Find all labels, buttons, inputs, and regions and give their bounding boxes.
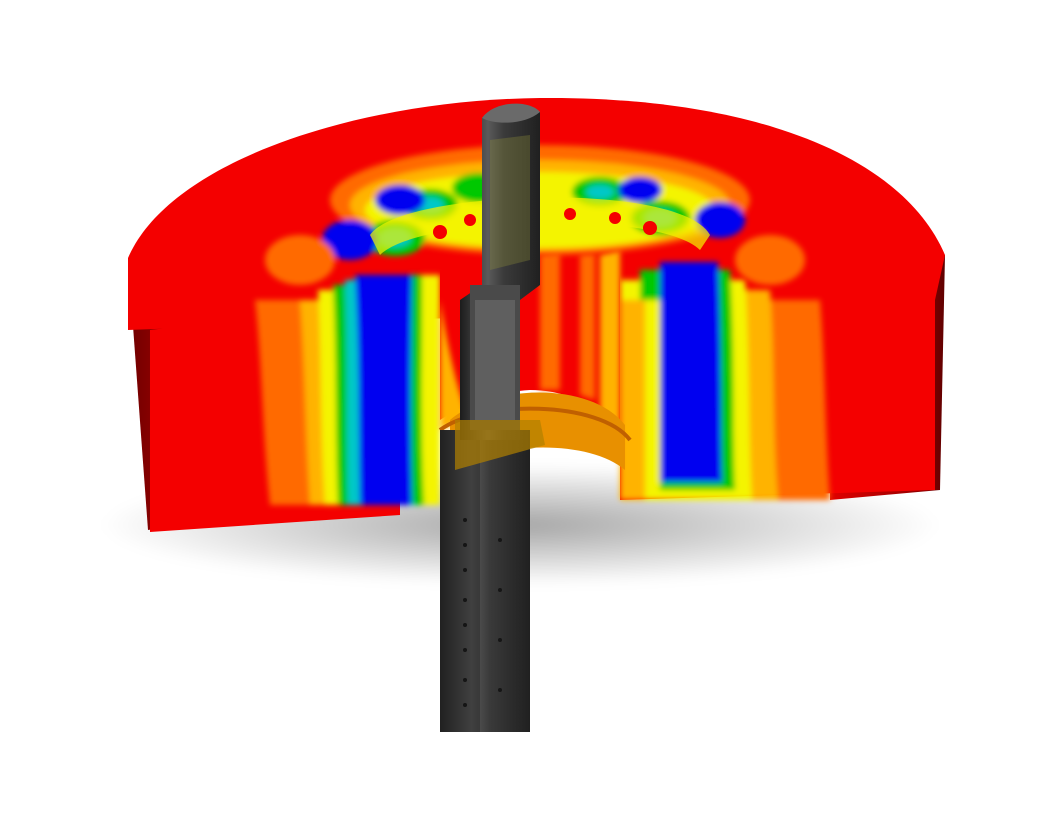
cavity-contours — [440, 250, 620, 440]
annular-ring — [370, 197, 710, 255]
contour-right — [620, 262, 830, 500]
upper-shaft — [455, 103, 545, 470]
shaft — [440, 430, 530, 732]
shaft-holes — [463, 518, 502, 707]
contour-left — [255, 275, 440, 505]
